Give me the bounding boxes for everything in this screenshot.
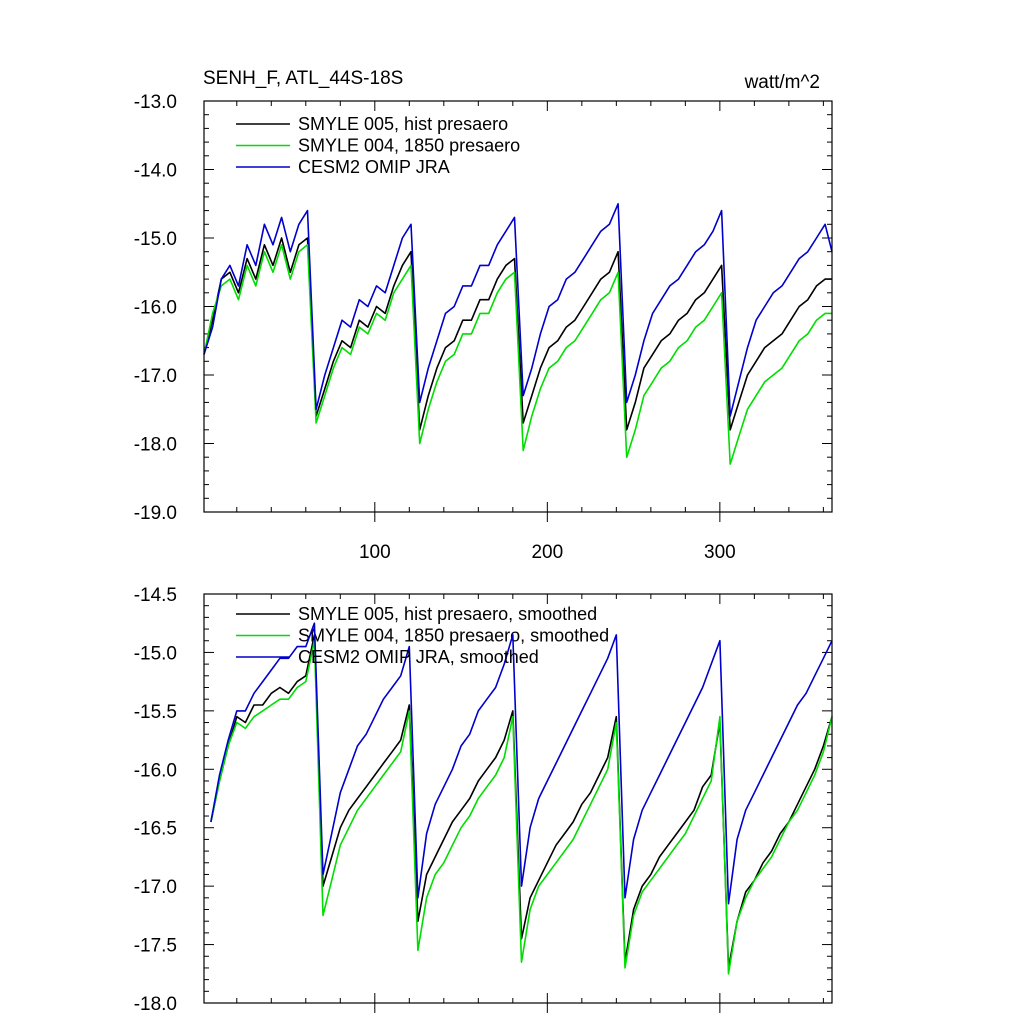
series-line-omip_jra	[203, 203, 833, 417]
plot-frame	[203, 593, 833, 1004]
y-tick-label: -17.0	[134, 366, 177, 387]
y-tick-label: -16.5	[134, 819, 177, 840]
legend-label: CESM2 OMIP JRA	[298, 157, 450, 177]
series-line-omip_jra	[210, 622, 833, 905]
legend-label: SMYLE 004, 1850 presaero	[298, 136, 520, 156]
bottom-panel: -18.0 -17.5 -17.0 -16.5 -16.0 -15.5 -15.0 -14.5…	[134, 585, 833, 1015]
y-tick-label: -17.0	[134, 877, 177, 898]
y-tick-label: -18.0	[134, 435, 177, 456]
y-tick-label: -18.0	[134, 994, 177, 1015]
y-tick-label: -16.0	[134, 760, 177, 781]
y-tick-label: -13.0	[134, 92, 177, 113]
plot-title: SENH_F, ATL_44S-18S	[203, 68, 403, 89]
y-tick-label: -16.0	[134, 298, 177, 319]
y-tick-label: -15.5	[134, 702, 177, 723]
x-tick-label: 300	[704, 542, 736, 563]
plot-frame	[203, 100, 833, 513]
legend-label: SMYLE 005, hist presaero	[298, 114, 508, 134]
units-label: watt/m^2	[744, 72, 820, 93]
y-tick-label: -17.5	[134, 936, 177, 957]
x-tick-label: 200	[531, 542, 563, 563]
x-tick-label: 100	[359, 542, 391, 563]
series-line-presaero_1850	[203, 244, 832, 465]
y-tick-label: -15.0	[134, 229, 177, 250]
y-tick-label: -19.0	[134, 503, 177, 524]
y-tick-label: -15.0	[134, 643, 177, 664]
top-panel: -19.0 -18.0 -17.0 -16.0 -15.0 -14.0 -13.0 100 20…	[134, 92, 833, 563]
y-tick-label: -14.5	[134, 585, 177, 606]
y-tick-label: -14.0	[134, 161, 177, 182]
legend-label: SMYLE 004, 1850 presaero, smoothed	[298, 626, 609, 646]
legend-label: SMYLE 005, hist presaero, smoothed	[298, 604, 597, 624]
legend-label: CESM2 OMIP JRA, smoothed	[298, 647, 539, 667]
